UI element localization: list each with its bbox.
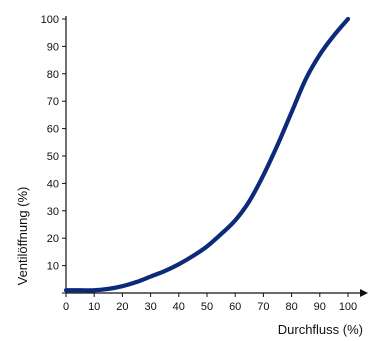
y-tick-label: 100 xyxy=(41,14,59,26)
x-tick-label: 30 xyxy=(144,301,156,313)
x-tick-label: 0 xyxy=(63,301,69,313)
y-tick-label: 10 xyxy=(47,261,59,273)
x-tick-label: 50 xyxy=(201,301,213,313)
x-tick-label: 40 xyxy=(173,301,185,313)
y-tick-label: 90 xyxy=(47,41,59,53)
y-tick-label: 50 xyxy=(47,151,59,163)
y-tick-label: 20 xyxy=(47,233,59,245)
x-tick-label: 90 xyxy=(314,301,326,313)
y-axis-title: Ventilöffnung (%) xyxy=(15,187,30,286)
x-axis-title: Durchfluss (%) xyxy=(278,322,363,337)
x-tick-label: 20 xyxy=(116,301,128,313)
x-tick-label: 60 xyxy=(229,301,241,313)
series-line xyxy=(63,16,351,293)
y-tick-label: 60 xyxy=(47,124,59,136)
x-axis-ticks: 0 10 20 30 40 50 60 70 80 90 100 xyxy=(63,293,357,313)
y-axis-ticks: 10 20 30 40 50 60 70 80 90 100 xyxy=(41,14,66,294)
x-tick-label: 80 xyxy=(285,301,297,313)
x-tick-label: 100 xyxy=(339,301,357,313)
y-tick-label: 80 xyxy=(47,69,59,81)
y-tick-label: 70 xyxy=(47,96,59,108)
x-tick-label: 70 xyxy=(257,301,269,313)
y-tick-label: 30 xyxy=(47,206,59,218)
x-tick-label: 10 xyxy=(88,301,100,313)
y-tick-label: 40 xyxy=(47,178,59,190)
